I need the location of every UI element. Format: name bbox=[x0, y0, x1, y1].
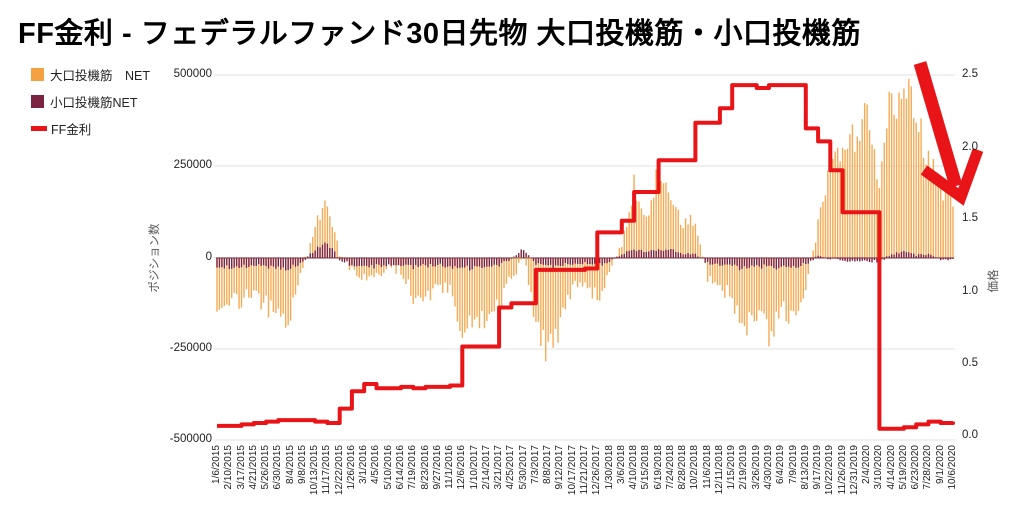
y-right-tick-label: 0.0 bbox=[962, 429, 978, 441]
x-tick-label: 3/21/2017 bbox=[493, 445, 505, 490]
x-tick-label: 2/10/2015 bbox=[223, 445, 235, 490]
x-tick-label: 4/10/2018 bbox=[628, 445, 640, 490]
x-tick-label: 6/23/2020 bbox=[910, 445, 922, 490]
x-tick-label: 6/14/2016 bbox=[394, 445, 406, 490]
large-speculators-swatch-icon bbox=[31, 68, 44, 81]
x-tick-label: 7/9/2019 bbox=[787, 445, 799, 484]
y-right-tick-label: 0.5 bbox=[962, 357, 978, 369]
legend-item-small-speculators: 小口投機筋NET bbox=[31, 88, 150, 115]
x-tick-label: 8/13/2019 bbox=[799, 445, 811, 490]
x-tick-label: 1/10/2017 bbox=[468, 445, 480, 490]
x-tick-label: 5/10/2016 bbox=[382, 445, 394, 490]
x-tick-label: 4/5/2016 bbox=[370, 445, 382, 484]
small-speculators-bars bbox=[216, 242, 954, 271]
x-tick-label: 10/2/2018 bbox=[689, 445, 701, 490]
x-tick-label: 1/30/2018 bbox=[603, 445, 615, 490]
x-tick-label: 12/11/2018 bbox=[713, 445, 725, 495]
x-tick-label: 7/19/2016 bbox=[407, 445, 419, 490]
small-speculators-swatch-icon bbox=[31, 95, 44, 108]
x-tick-label: 11/1/2016 bbox=[444, 445, 456, 489]
y-left-tick-label: -500000 bbox=[169, 433, 212, 445]
x-tick-label: 8/28/2018 bbox=[677, 445, 689, 490]
x-tick-label: 5/30/2017 bbox=[517, 445, 529, 490]
ff-rate-step-line bbox=[217, 83, 955, 431]
x-tick-label: 12/6/2016 bbox=[456, 445, 468, 490]
x-tick-label: 4/25/2017 bbox=[505, 445, 517, 490]
x-tick-label: 6/30/2015 bbox=[272, 445, 284, 490]
x-tick-label: 1/15/2019 bbox=[726, 445, 738, 490]
x-tick-label: 3/26/2019 bbox=[750, 445, 762, 490]
y-right-tick-label: 2.0 bbox=[962, 141, 978, 153]
legend-item-large-speculators: 大口投機筋 NET bbox=[31, 61, 150, 88]
legend-label: 大口投機筋 NET bbox=[50, 69, 151, 83]
page-title: FF金利 - フェデラルファンド30日先物 大口投機筋・小口投機筋 bbox=[18, 18, 862, 50]
x-tick-label: 11/17/2015 bbox=[321, 445, 333, 495]
x-tick-label: 8/8/2017 bbox=[542, 445, 554, 484]
x-tick-label: 9/27/2016 bbox=[431, 445, 443, 490]
x-tick-label: 3/1/2016 bbox=[358, 445, 370, 484]
y-right-tick-label: 1.5 bbox=[962, 212, 978, 224]
x-tick-label: 2/19/2019 bbox=[738, 445, 750, 490]
x-tick-label: 10/13/2015 bbox=[309, 445, 321, 496]
large-speculators-bars bbox=[216, 78, 954, 362]
ff-rate-line-swatch-icon bbox=[31, 126, 47, 131]
legend-label: 小口投機筋NET bbox=[50, 96, 138, 110]
x-tick-label: 12/26/2017 bbox=[591, 445, 603, 496]
x-tick-label: 11/6/2018 bbox=[701, 445, 713, 489]
x-tick-label: 4/14/2020 bbox=[885, 445, 897, 490]
x-tick-label: 6/4/2019 bbox=[775, 445, 787, 484]
x-tick-label: 6/19/2018 bbox=[652, 445, 664, 490]
x-tick-label: 10/6/2020 bbox=[946, 445, 958, 490]
x-tick-label: 12/31/2019 bbox=[848, 445, 860, 496]
y-left-tick-label: -250000 bbox=[169, 342, 212, 354]
x-tick-label: 2/14/2017 bbox=[480, 445, 492, 490]
y-left-tick-label: 500000 bbox=[173, 68, 212, 80]
x-tick-label: 5/19/2020 bbox=[897, 445, 909, 490]
y-left-tick-label: 0 bbox=[205, 250, 212, 263]
x-tick-label: 3/6/2018 bbox=[615, 445, 627, 484]
x-tick-label: 4/21/2015 bbox=[247, 445, 259, 490]
x-tick-label: 4/30/2019 bbox=[762, 445, 774, 490]
legend-item-ff-rate: FF金利 bbox=[31, 115, 150, 142]
x-tick-label: 10/17/2017 bbox=[566, 445, 578, 496]
x-tick-label: 8/4/2015 bbox=[284, 445, 296, 484]
x-tick-label: 8/23/2016 bbox=[419, 445, 431, 490]
x-tick-label: 12/22/2015 bbox=[333, 445, 345, 496]
x-tick-label: 9/17/2019 bbox=[812, 445, 824, 490]
x-tick-label: 5/26/2015 bbox=[260, 445, 272, 490]
x-tick-label: 11/21/2017 bbox=[578, 445, 590, 495]
chart-legend: 大口投機筋 NET 小口投機筋NET FF金利 bbox=[31, 61, 150, 142]
x-tick-label: 3/17/2015 bbox=[235, 445, 247, 490]
x-tick-label: 3/10/2020 bbox=[873, 445, 885, 490]
x-tick-label: 7/3/2017 bbox=[529, 445, 541, 484]
y-right-tick-label: 1.0 bbox=[962, 285, 978, 297]
x-tick-label: 2/4/2020 bbox=[861, 445, 873, 484]
x-tick-label: 10/22/2019 bbox=[824, 445, 836, 496]
x-tick-label: 5/15/2018 bbox=[640, 445, 652, 490]
x-tick-label: 9/1/2020 bbox=[934, 445, 946, 484]
x-tick-label: 1/26/2016 bbox=[345, 445, 357, 490]
x-tick-label: 1/6/2015 bbox=[211, 445, 222, 484]
y-left-tick-label: 250000 bbox=[173, 159, 212, 171]
legend-label: FF金利 bbox=[51, 123, 92, 137]
x-tick-label: 7/24/2018 bbox=[664, 445, 676, 490]
x-tick-label: 11/26/2019 bbox=[836, 445, 848, 495]
y-right-tick-label: 2.5 bbox=[962, 68, 978, 80]
down-arrow-annotation-icon bbox=[913, 61, 984, 206]
x-tick-label: 7/28/2020 bbox=[922, 445, 934, 490]
x-tick-label: 9/12/2017 bbox=[554, 445, 566, 490]
x-tick-label: 9/8/2015 bbox=[296, 445, 308, 484]
